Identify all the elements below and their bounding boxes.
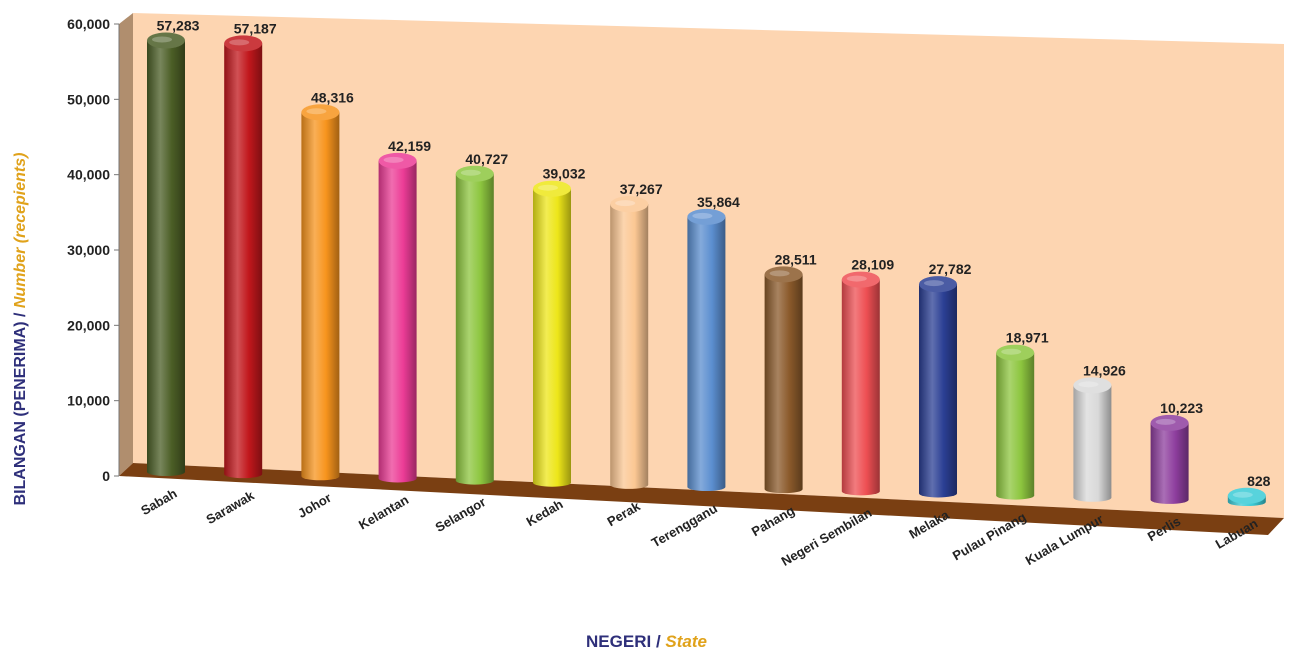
x-tick-label: Perak [605,498,644,529]
bar [687,208,726,492]
data-label: 40,727 [465,151,508,167]
data-label: 828 [1247,473,1271,489]
bar-highlight [1232,491,1253,498]
bar-highlight [229,39,250,46]
bar-highlight [383,156,404,163]
bar-body [1073,385,1112,502]
bar [610,196,649,489]
bar-body [996,352,1035,500]
x-axis-title: NEGERI / State [0,632,1293,652]
y-axis-title-alt: Number (recepients) [12,152,29,309]
data-label: 28,109 [851,257,894,273]
bar-body [610,204,649,489]
bar [1073,377,1112,502]
bar [1227,487,1266,507]
bar-highlight [1078,381,1099,388]
y-tick-label: 0 [102,468,110,484]
bar [224,35,263,479]
x-tick-label: Terengganu [649,501,720,551]
data-label: 42,159 [388,138,431,154]
bar-body [378,160,417,483]
bar [996,344,1035,500]
bar-body [224,43,263,479]
y-tick-label: 30,000 [67,242,110,258]
bar [1150,414,1189,504]
x-tick-label: Johor [295,490,334,521]
bar [455,165,494,485]
bar-body [919,284,957,498]
bar [919,276,957,498]
data-label: 57,283 [157,17,200,33]
x-tick-label: Kelantan [356,492,411,532]
bar-body [533,188,571,487]
y-tick-label: 20,000 [67,317,110,333]
bar [378,152,417,483]
bar-highlight [460,169,481,176]
x-tick-label: Sabah [138,486,179,519]
bar-body [455,173,494,485]
x-axis-title-main: NEGERI [586,632,652,651]
y-tick-label: 60,000 [67,16,110,32]
data-label: 35,864 [697,194,740,210]
bar-body [687,216,726,492]
bar-body [1150,422,1189,504]
bar-highlight [924,280,944,287]
chart-side-wall [119,13,133,476]
y-tick-label: 10,000 [67,393,110,409]
bar [841,271,880,496]
bar-body [301,112,340,481]
bar [301,104,340,481]
data-label: 10,223 [1160,400,1203,416]
bar [764,266,803,494]
x-axis-title-alt: State [665,632,707,651]
data-label: 48,316 [311,89,354,105]
data-label: 27,782 [929,261,972,277]
bar [533,180,571,487]
bar-highlight [692,212,713,219]
x-tick-label: Selangor [433,494,489,535]
bar-highlight [769,270,790,277]
bar-highlight [846,275,867,282]
y-tick-label: 50,000 [67,91,110,107]
bar-body [147,40,185,476]
data-label: 57,187 [234,20,277,36]
data-label: 37,267 [620,181,663,197]
bar-highlight [152,36,172,43]
x-tick-label: Kedah [524,496,566,529]
bar-body [764,274,803,494]
y-axis-title-main: BILANGAN (PENERIMA) / [12,308,29,506]
bar-highlight [615,200,636,207]
bar-highlight [538,184,558,191]
x-axis-title-separator: / [651,632,666,651]
bar [147,32,185,476]
bar-highlight [1155,418,1176,425]
data-label: 28,511 [775,251,817,267]
bar-highlight [1001,348,1022,355]
data-label: 14,926 [1083,362,1126,378]
data-label: 18,971 [1006,330,1049,346]
y-tick-label: 40,000 [67,167,110,183]
bar-highlight [306,108,327,115]
bar-body [841,279,880,496]
x-tick-label: Sarawak [204,487,258,527]
data-label: 39,032 [543,166,586,182]
